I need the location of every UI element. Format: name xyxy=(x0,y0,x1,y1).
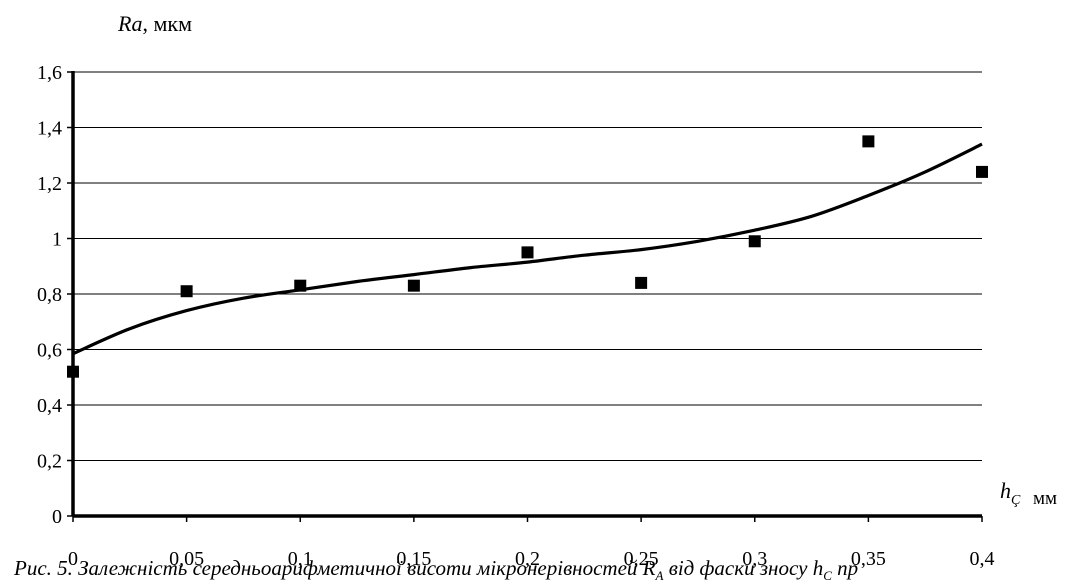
data-point-marker xyxy=(294,279,307,292)
axes xyxy=(67,71,983,522)
grid-lines xyxy=(73,71,982,461)
data-point-marker xyxy=(976,165,988,178)
marker-series xyxy=(67,135,988,378)
x-tick-label: 0,2 xyxy=(515,548,540,570)
figure-caption: Рис. 5. Залежність середньоарифметичної … xyxy=(13,556,858,580)
trend-line-series xyxy=(72,142,983,356)
x-tick-label: 0,4 xyxy=(970,548,995,570)
x-tick-label: 0,3 xyxy=(742,548,767,570)
y-tick-label: 1,2 xyxy=(37,173,62,195)
data-point-marker xyxy=(521,246,534,259)
y-tick-label: 1,6 xyxy=(37,62,62,84)
data-point-marker xyxy=(407,279,420,292)
y-tick-label: 0,2 xyxy=(37,451,62,473)
data-point-marker xyxy=(180,285,193,298)
data-point-marker xyxy=(748,235,761,248)
data-point-marker xyxy=(862,135,875,148)
data-point-marker xyxy=(67,365,79,378)
y-axis-label: Ra, мкм xyxy=(117,11,192,36)
y-tick-labels: 0 0,2 0,4 0,6 0,8 1 1,2 1,4 1,6 xyxy=(37,62,62,528)
y-tick-label: 1,4 xyxy=(37,118,62,140)
y-tick-label: 1 xyxy=(52,229,62,251)
x-axis-unit: мм xyxy=(1033,488,1057,509)
trend-line xyxy=(72,142,983,356)
y-tick-label: 0 xyxy=(52,506,62,528)
x-tick-labels: 0 0,05 0,1 0,15 0,2 0,25 0,3 0,35 0,4 xyxy=(68,548,995,570)
x-tick-label: 0,1 xyxy=(288,548,313,570)
x-tick-label: 0,25 xyxy=(624,548,659,570)
x-tick-label: 0,05 xyxy=(169,548,204,570)
x-tick-label: 0 xyxy=(68,548,78,570)
x-tick-label: 0,35 xyxy=(851,548,886,570)
y-tick-label: 0,4 xyxy=(37,395,62,417)
y-tick-label: 0,8 xyxy=(37,284,62,306)
y-tick-label: 0,6 xyxy=(37,340,62,362)
x-tick-label: 0,15 xyxy=(396,548,431,570)
x-axis-label: hÇ xyxy=(1000,478,1021,508)
data-point-marker xyxy=(635,276,648,289)
